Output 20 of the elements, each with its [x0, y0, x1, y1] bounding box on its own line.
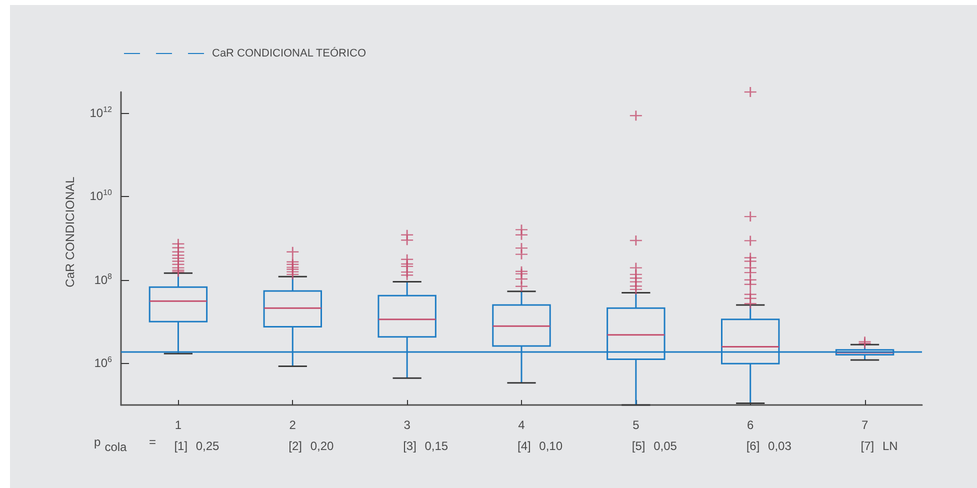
x-tick-label: 6: [747, 418, 754, 432]
y-axis-title: CaR CONDICIONAL: [63, 176, 77, 288]
text: [1] 0,25: [174, 439, 220, 453]
text: [2] 0,20: [288, 439, 334, 453]
text: [5] 0,05: [632, 439, 677, 453]
y-tick-label: 10$^{6}$: [94, 355, 112, 370]
x-tick-label: 3: [404, 418, 411, 432]
legend-label: CaR CONDICIONAL TEÓRICO: [212, 46, 366, 60]
text: [6] 0,03: [746, 439, 792, 453]
x-tick-label: 2: [289, 418, 296, 432]
text: [3] 0,15: [403, 439, 448, 453]
x-tick-label: 1: [174, 418, 182, 432]
text: [7] LN: [860, 439, 898, 453]
x-tick-label: 7: [861, 418, 868, 432]
y-tick-label: 10$^{8}$: [94, 272, 112, 287]
y-tick-label: 10$^{10}$: [90, 188, 112, 204]
y-tick-label: 10$^{12}$: [90, 105, 112, 120]
x-tick-label: 4: [518, 418, 526, 432]
text: [4] 0,10: [518, 439, 563, 453]
x-tick-label: 5: [632, 418, 640, 432]
